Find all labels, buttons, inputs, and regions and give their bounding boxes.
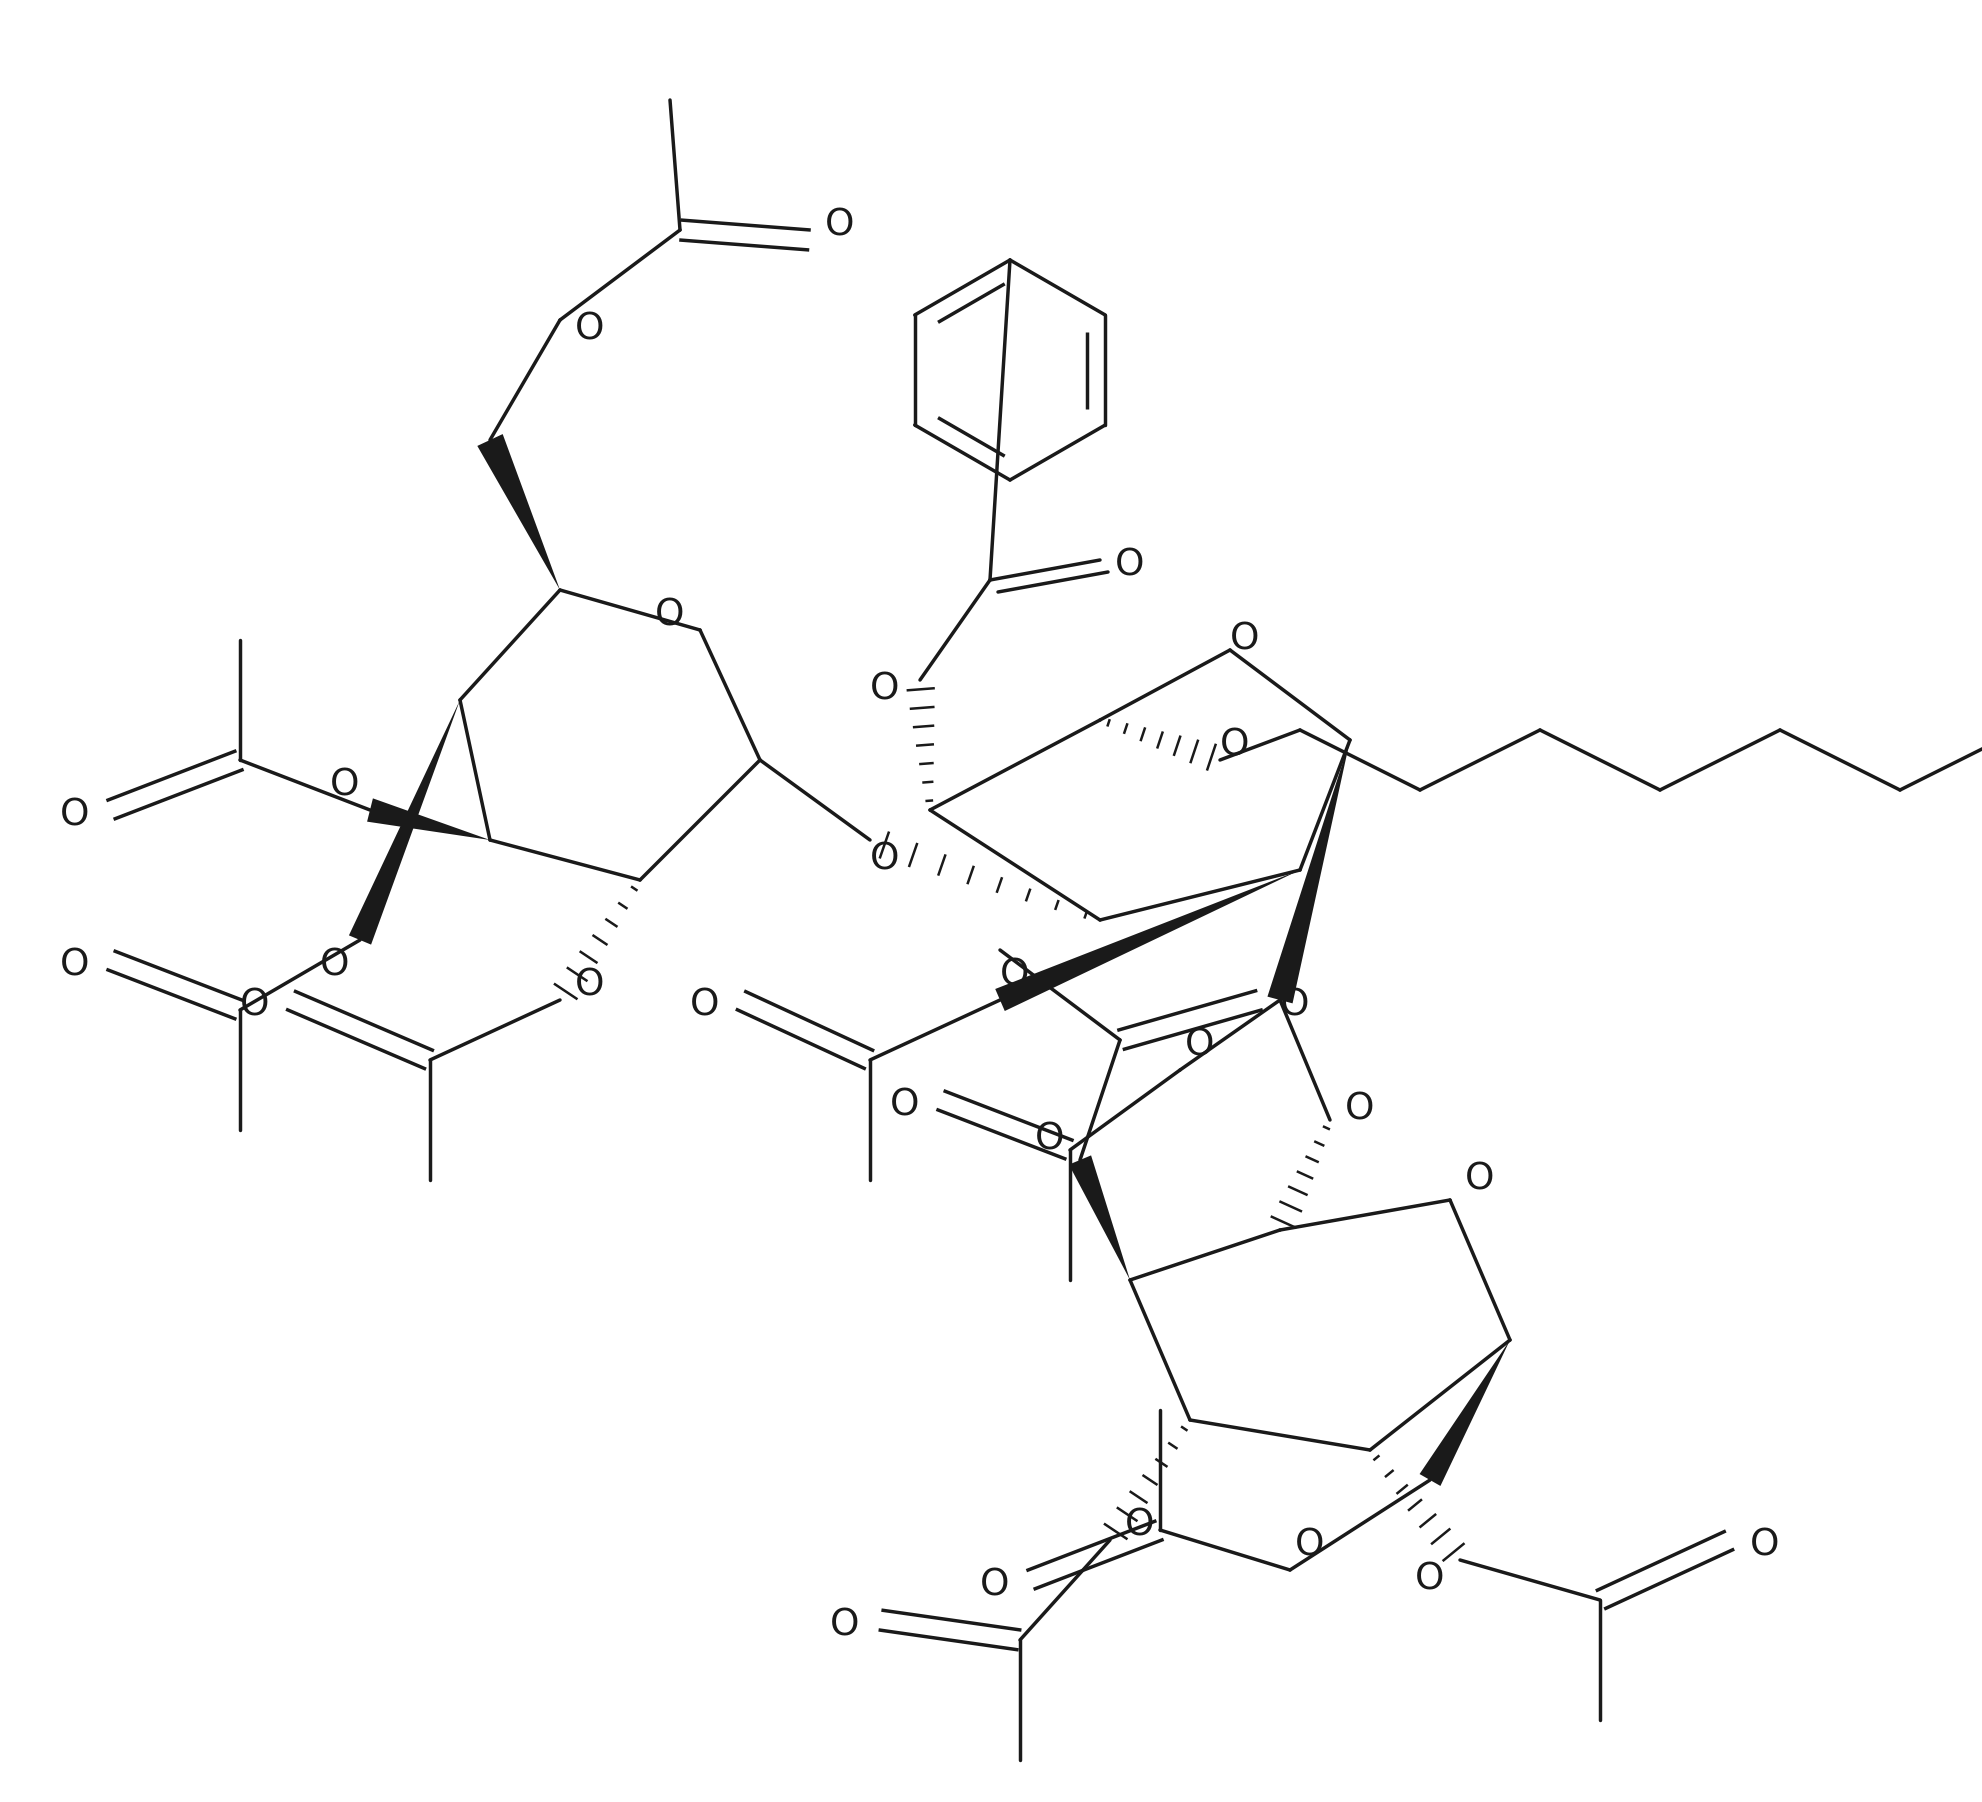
Text: O: O <box>575 968 605 1004</box>
Text: O: O <box>1231 622 1261 658</box>
Polygon shape <box>1266 741 1350 1004</box>
Text: O: O <box>656 596 684 633</box>
Polygon shape <box>995 870 1300 1011</box>
Text: O: O <box>1035 1123 1064 1159</box>
Text: O: O <box>870 842 900 878</box>
Polygon shape <box>478 434 561 589</box>
Text: O: O <box>1280 987 1310 1024</box>
Text: O: O <box>1415 1562 1445 1598</box>
Polygon shape <box>349 699 460 944</box>
Text: O: O <box>825 207 854 243</box>
Text: O: O <box>1116 548 1146 584</box>
Text: O: O <box>1221 726 1251 762</box>
Text: O: O <box>240 987 270 1024</box>
Text: O: O <box>1296 1526 1324 1562</box>
Polygon shape <box>1419 1341 1510 1487</box>
Text: O: O <box>575 312 605 348</box>
Polygon shape <box>1068 1155 1130 1279</box>
Text: O: O <box>1750 1526 1780 1562</box>
Text: O: O <box>321 948 349 984</box>
Text: O: O <box>1001 957 1031 993</box>
Polygon shape <box>367 798 490 840</box>
Text: O: O <box>690 987 719 1024</box>
Text: O: O <box>1126 1506 1156 1543</box>
Text: O: O <box>59 796 89 833</box>
Text: O: O <box>870 672 900 708</box>
Text: O: O <box>1346 1092 1376 1128</box>
Text: O: O <box>1185 1027 1215 1063</box>
Text: O: O <box>1465 1162 1494 1198</box>
Text: O: O <box>890 1087 920 1123</box>
Text: O: O <box>331 768 361 804</box>
Text: O: O <box>59 948 89 984</box>
Text: O: O <box>981 1568 1009 1604</box>
Text: O: O <box>830 1607 860 1643</box>
